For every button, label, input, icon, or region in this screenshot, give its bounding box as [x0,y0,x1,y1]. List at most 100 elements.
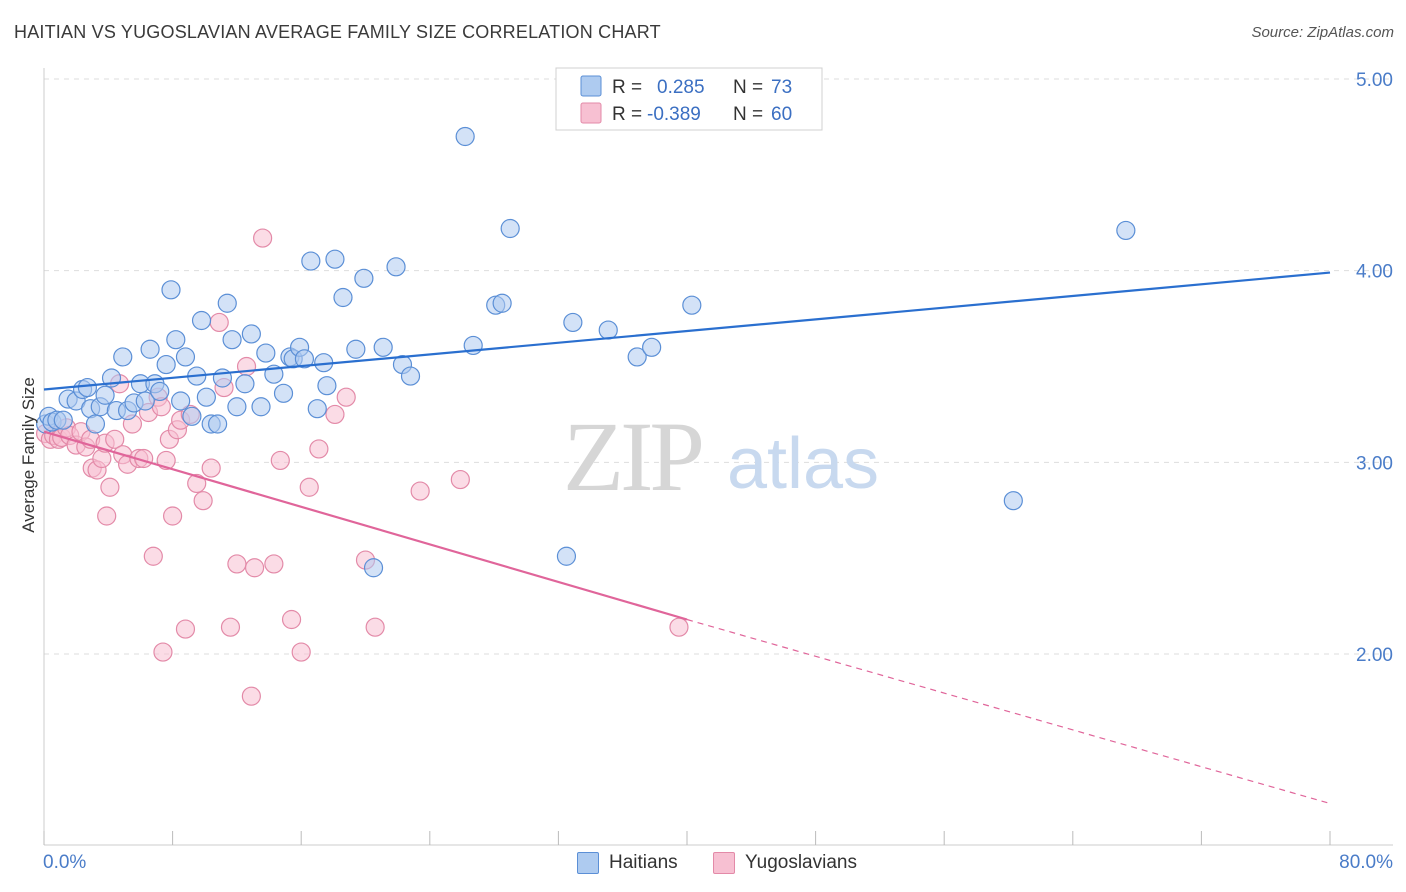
data-point [307,399,327,419]
bottom-legend-yugoslavians: Yugoslavians [713,852,857,874]
data-point [682,295,702,315]
data-point [143,546,163,566]
data-point [85,414,106,434]
bottom-legend-label: Haitians [609,852,678,873]
bottom-legend-haitians: Haitians [577,852,678,874]
data-point [281,609,302,630]
data-point [346,339,366,359]
data-point [53,410,73,430]
legend-r-value: -0.389 [647,104,701,125]
data-point [373,337,393,357]
bottom-legend-swatch-haitians [577,852,599,874]
data-point [150,381,170,402]
data-point [556,546,577,566]
axes: 2.00 3.00 4.00 5.00 [43,68,1393,846]
data-point [113,347,133,367]
data-point [135,391,155,411]
data-point [299,477,319,497]
legend-n-value: 60 [771,104,792,125]
data-point [95,385,115,405]
watermark: ZIP atlas [563,401,879,512]
data-point [500,218,520,239]
data-point [97,506,117,526]
data-point [354,268,374,288]
y-axis-label: Average Family Size [19,377,38,533]
data-point [270,450,290,471]
data-point [175,619,196,639]
bottom-legend-swatch-yugoslavians [713,852,735,874]
data-point [264,554,284,574]
data-point [325,404,345,425]
top-legend: R = 0.285 N = 73 R = -0.389 N = 60 [555,67,823,131]
data-point [140,339,160,359]
data-point [208,414,228,434]
y-tick-label: 3.00 [1356,453,1393,474]
data-point [410,481,430,501]
data-point [455,126,475,147]
data-point [241,324,261,344]
data-point [241,686,261,706]
haitian-points [36,126,1136,578]
data-point [273,383,294,403]
data-point [227,397,247,417]
data-point [294,349,315,369]
data-point [244,558,265,578]
x-tick-label-min: 0.0% [43,852,86,873]
data-point [227,554,247,574]
data-point [492,293,512,313]
yugoslavian-trend-extension [686,618,1331,805]
data-point [166,330,186,350]
data-point [220,617,241,637]
data-point [187,473,207,494]
data-point [153,642,173,662]
y-tick-label: 4.00 [1356,262,1393,283]
data-point [450,469,470,490]
data-point [333,287,353,308]
yugoslavian-trend-line [43,430,688,621]
data-point [365,617,385,637]
legend-r-label: R = [612,104,642,125]
data-point [175,347,196,367]
y-tick-label: 5.00 [1356,70,1393,91]
data-point [253,228,273,248]
data-point [171,391,191,411]
chart-title: HAITIAN VS YUGOSLAVIAN AVERAGE FAMILY SI… [14,22,661,42]
data-point [193,491,213,511]
data-point [325,249,345,269]
data-point [309,439,329,459]
data-point [400,366,421,386]
data-point [235,374,255,394]
trend-lines [43,271,1331,805]
data-point [627,347,647,367]
data-point [642,337,662,357]
data-point [256,343,276,363]
legend-n-value: 73 [771,77,792,98]
data-point [105,429,125,449]
bottom-legend-label: Yugoslavians [745,852,857,873]
data-point [336,387,356,407]
data-point [363,558,384,578]
data-point [563,312,583,333]
data-point [386,257,406,277]
legend-n-label: N = [733,104,763,125]
data-point [598,320,618,340]
data-point [182,406,202,426]
bottom-legend: Haitians Yugoslavians [0,852,1406,878]
legend-n-label: N = [733,77,763,98]
data-point [100,477,120,497]
data-point [669,617,689,637]
data-point [236,356,257,377]
x-tick-label-max: 80.0% [1339,852,1393,873]
legend-swatch-yugoslavians [580,102,602,124]
data-point [291,642,311,662]
data-point [301,251,321,271]
data-point [209,312,229,333]
data-point [161,280,181,300]
data-point [317,376,337,396]
legend-swatch-haitians [580,75,602,97]
watermark-zip: ZIP [563,401,701,512]
watermark-atlas: atlas [727,424,879,504]
source-credit: Source: ZipAtlas.com [1251,24,1394,41]
data-point [156,354,176,375]
